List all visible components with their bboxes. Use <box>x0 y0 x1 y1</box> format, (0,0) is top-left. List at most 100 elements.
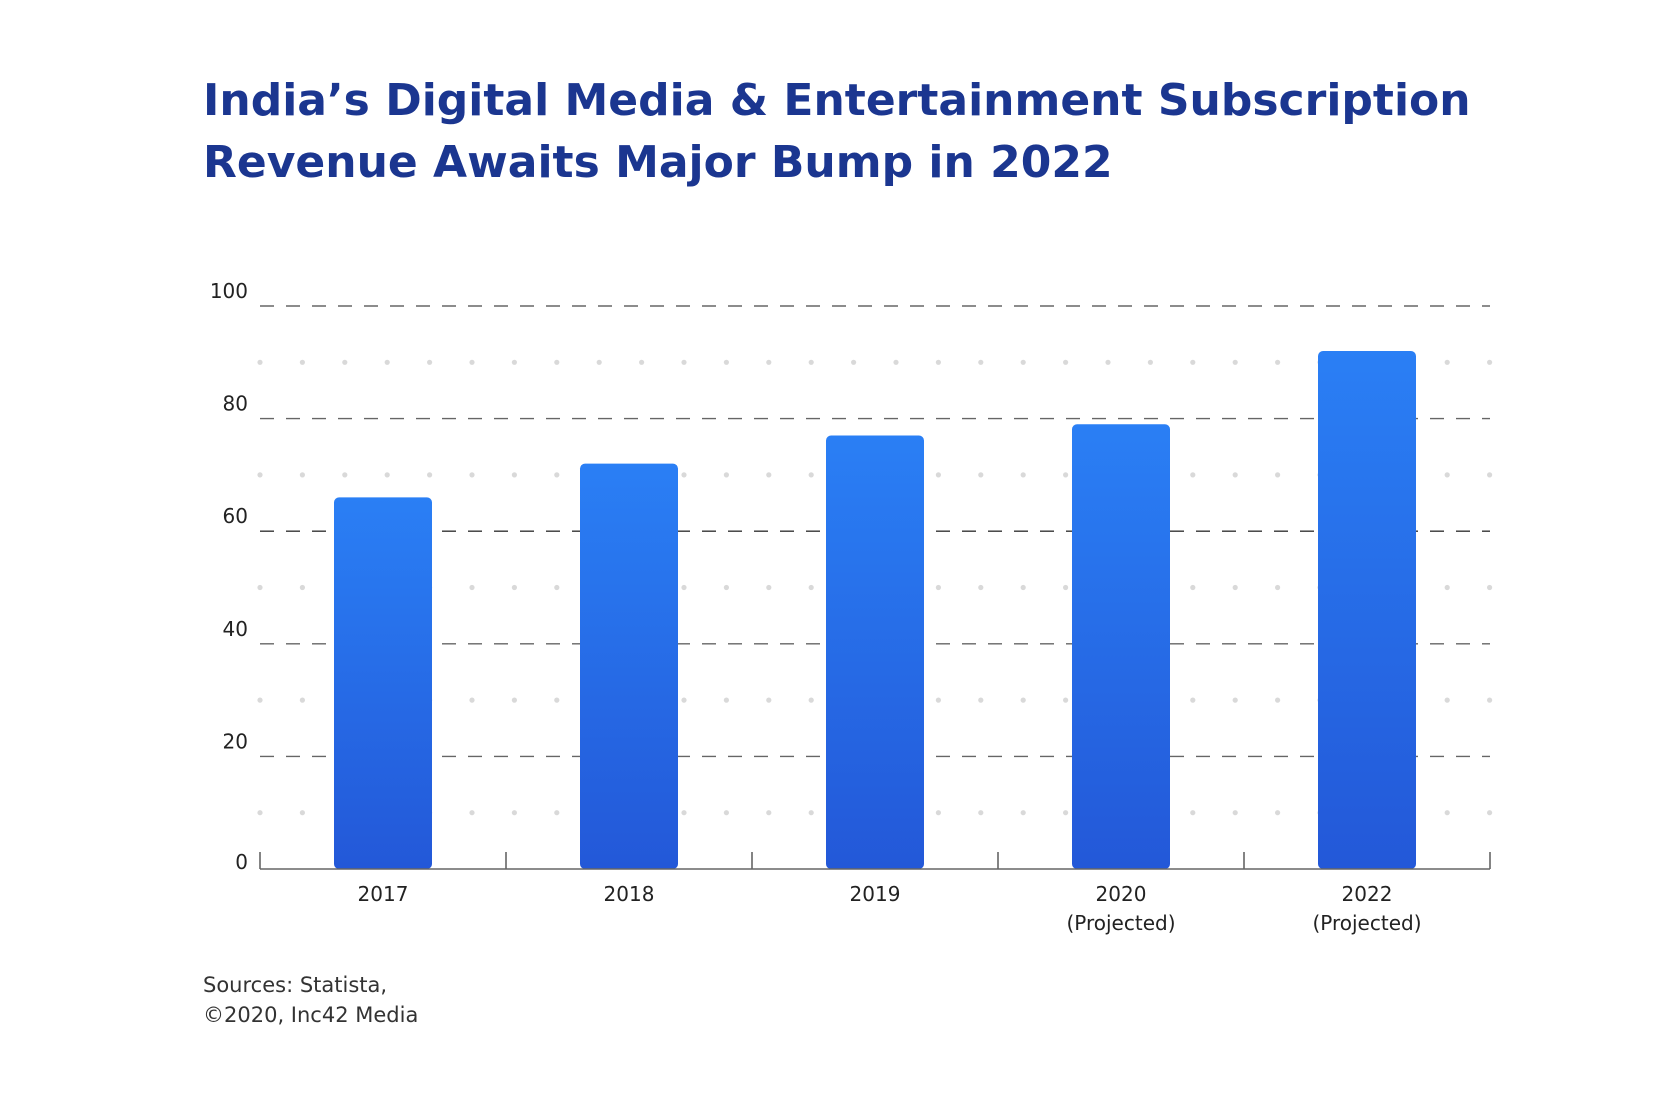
background-dot <box>1063 359 1069 365</box>
background-dot <box>808 472 814 478</box>
bar-2017 <box>334 497 432 869</box>
background-dot <box>681 810 687 816</box>
background-dot <box>1275 697 1281 703</box>
background-dot <box>978 697 984 703</box>
background-dot <box>978 472 984 478</box>
background-dot <box>342 359 348 365</box>
background-dot <box>1020 810 1026 816</box>
background-dot <box>935 359 942 365</box>
x-tick-label-line: (Projected) <box>1312 911 1421 935</box>
background-dot <box>299 359 305 365</box>
x-tick-label-line: 2018 <box>604 882 655 906</box>
background-dot <box>257 584 263 591</box>
background-dot <box>1020 472 1026 478</box>
y-tick-label-20: 20 <box>223 729 248 753</box>
background-dot <box>1190 359 1196 365</box>
background-dot <box>1190 697 1196 703</box>
bar-2018 <box>580 463 678 869</box>
background-dot <box>1444 584 1450 591</box>
x-tick-label-2017: 2017 <box>358 882 409 906</box>
x-tick-label-line: (Projected) <box>1066 911 1175 935</box>
background-dot <box>1275 472 1281 478</box>
background-dot <box>1063 810 1069 816</box>
background-dot <box>299 472 305 478</box>
background-dot <box>978 810 984 816</box>
background-dot <box>1232 472 1238 478</box>
background-dot <box>257 697 263 703</box>
background-dot <box>766 472 772 478</box>
bar-2020 <box>1072 424 1170 869</box>
background-dot <box>384 359 390 365</box>
x-tick-label-line: 2019 <box>850 882 901 906</box>
background-dot <box>1275 810 1281 816</box>
chart-title-line-2: Revenue Awaits Major Bump in 2022 <box>203 137 1113 188</box>
background-dot <box>978 584 984 591</box>
y-tick-label-100: 100 <box>210 279 248 303</box>
background-dot <box>511 472 517 478</box>
background-dot <box>469 472 475 478</box>
background-dot <box>808 584 814 591</box>
background-dot <box>766 584 772 591</box>
background-dot <box>469 359 475 365</box>
background-dot <box>935 810 942 816</box>
background-dot <box>1487 810 1493 816</box>
background-dot <box>851 359 857 365</box>
background-dot <box>554 810 560 816</box>
background-dot <box>384 472 390 478</box>
background-dot <box>1190 810 1196 816</box>
background-dot <box>469 810 475 816</box>
background-dot <box>1487 697 1493 703</box>
x-tick-label-2018: 2018 <box>604 882 655 906</box>
background-dot <box>257 359 263 365</box>
background-dot <box>511 810 517 816</box>
background-dot <box>1275 359 1281 365</box>
background-dot <box>554 472 560 478</box>
background-dot <box>469 584 475 591</box>
background-dot <box>427 359 433 365</box>
background-dot <box>1020 359 1026 365</box>
background-dot <box>935 697 942 703</box>
background-dot <box>257 810 263 816</box>
y-tick-label-60: 60 <box>223 504 248 528</box>
y-tick-label-0: 0 <box>235 850 248 874</box>
x-axis-tick-labels: 2017 2018 2019 2020 (Projected) 2022 (Projecte… <box>358 882 1422 935</box>
background-dot <box>554 359 560 365</box>
source-note: Sources: Statista, ©2020, Inc42 Media <box>203 970 418 1030</box>
x-tick-label-2022: 2022 (Projected) <box>1312 882 1421 935</box>
background-dot <box>596 359 602 365</box>
x-tick-label-2020: 2020 (Projected) <box>1066 882 1175 935</box>
background-dot <box>808 359 814 365</box>
x-tick-label-line: 2017 <box>358 882 409 906</box>
background-dot <box>766 697 772 703</box>
background-dot <box>1063 472 1069 478</box>
background-dot <box>299 810 305 816</box>
background-dot <box>469 697 475 703</box>
background-dot <box>935 472 942 478</box>
background-dot <box>935 584 942 591</box>
background-dot <box>1063 584 1069 591</box>
background-dot <box>723 472 730 478</box>
y-axis-tick-labels: 0 20 40 60 80 100 <box>210 279 248 874</box>
bar-2022 <box>1318 351 1416 869</box>
x-tick-label-2019: 2019 <box>850 882 901 906</box>
background-dot <box>808 697 814 703</box>
source-line-2: ©2020, Inc42 Media <box>203 1003 419 1027</box>
background-dot <box>257 472 263 478</box>
bars <box>334 351 1416 869</box>
background-dot <box>766 359 772 365</box>
background-dot <box>639 359 645 365</box>
background-dot <box>342 472 348 478</box>
background-dot <box>299 584 305 591</box>
background-dot <box>1444 697 1450 703</box>
background-dot <box>511 584 517 591</box>
source-line-1: Sources: Statista, <box>203 973 388 997</box>
background-dot <box>978 359 984 365</box>
background-dot <box>681 472 687 478</box>
background-dot <box>893 359 899 365</box>
background-dot <box>511 359 517 365</box>
y-tick-label-40: 40 <box>223 617 248 641</box>
background-dot <box>1487 359 1493 365</box>
chart-title-line-1: India’s Digital Media & Entertainment Su… <box>203 75 1471 126</box>
background-dot <box>1232 697 1238 703</box>
